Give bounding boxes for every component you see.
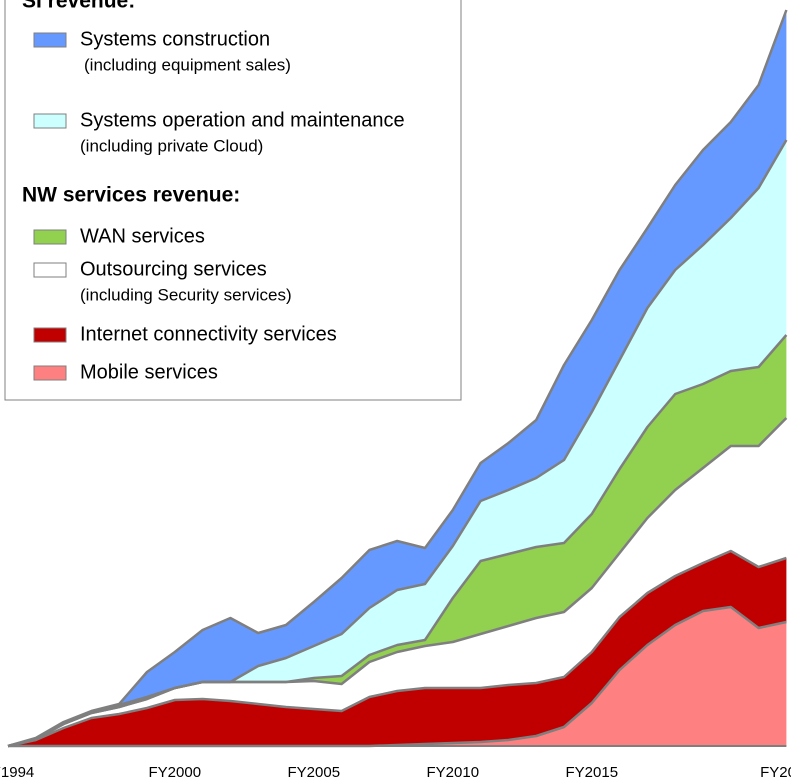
area bbox=[8, 140, 787, 746]
x-tick-label: FY2010 bbox=[427, 764, 480, 781]
x-tick-label: FY1994 bbox=[0, 764, 34, 781]
legend-box bbox=[4, 0, 462, 401]
legend-swatch bbox=[33, 32, 67, 48]
legend-swatch bbox=[33, 327, 67, 343]
legend-label: Systems operation and maintenance bbox=[80, 109, 405, 131]
area-outline bbox=[7, 334, 788, 748]
legend-label: Internet connectivity services bbox=[80, 323, 337, 345]
x-tick-label: FY2000 bbox=[149, 764, 202, 781]
legend-group-title: SI revenue: bbox=[22, 0, 135, 13]
legend-label: Mobile services bbox=[80, 361, 218, 383]
legend-label: WAN services bbox=[80, 225, 205, 247]
plot-area bbox=[7, 9, 788, 748]
legend-note: (including equipment sales) bbox=[84, 55, 291, 74]
x-tick-label: FY2022 bbox=[760, 764, 791, 781]
x-tick-label: FY2015 bbox=[566, 764, 619, 781]
legend-note: (including Security services) bbox=[80, 285, 292, 304]
area-outline bbox=[7, 549, 787, 748]
legend-swatch bbox=[33, 113, 67, 129]
legend: SI revenue: NW services revenue: Systems c… bbox=[4, 0, 462, 401]
area-outline bbox=[7, 9, 788, 748]
area bbox=[8, 551, 787, 746]
legend-label: Outsourcing services bbox=[80, 258, 267, 280]
legend-swatch bbox=[33, 262, 67, 278]
x-axis: FY1994 FY2000 FY2005 FY2010 FY2015 FY2022 bbox=[0, 764, 791, 781]
area-outline bbox=[7, 139, 788, 748]
legend-group-title: NW services revenue: bbox=[22, 184, 240, 207]
legend-swatch bbox=[33, 365, 67, 381]
legend-swatch bbox=[33, 229, 67, 245]
x-tick-label: FY2005 bbox=[288, 764, 341, 781]
legend-label: Systems construction bbox=[80, 28, 270, 50]
area bbox=[8, 418, 787, 746]
area bbox=[8, 607, 787, 746]
legend-note: (including private Cloud) bbox=[80, 136, 263, 155]
